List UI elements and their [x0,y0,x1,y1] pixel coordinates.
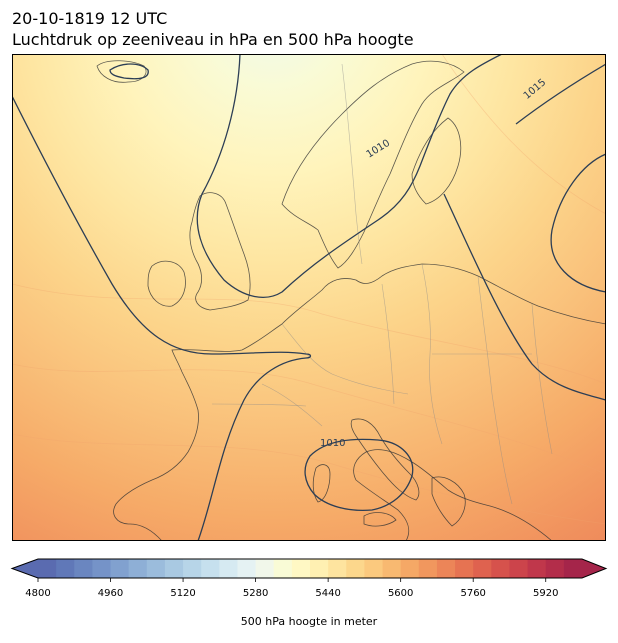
colorbar-cell [491,559,510,578]
colorbar-tick-label: 4960 [98,588,123,599]
colorbar-tick-label: 4800 [25,588,50,599]
country-borders [211,63,553,505]
isobar-low-iceland [109,63,149,80]
colorbar-extend-low [12,559,38,578]
colorbar-cell [291,559,311,578]
isobars [12,54,606,541]
isobar-1015 [515,63,606,125]
colorbar-cell [56,559,75,578]
colorbar-tick-label: 5600 [388,588,413,599]
colorbar-cells [38,559,583,578]
map-frame [12,54,606,541]
colorbar-extend-high [582,559,606,578]
colorbar: 4800 4960 5120 5280 5440 5600 5760 5920 500 hPa… [0,550,618,639]
colorbar-cell [92,559,112,578]
colorbar-svg: 4800 4960 5120 5280 5440 5600 5760 5920 500 hPa… [10,558,608,628]
isobar-east-loop [550,153,606,293]
colorbar-tick-label: 5760 [460,588,485,599]
isobar-1010-north [196,54,503,298]
colorbar-cell [201,559,220,578]
colorbar-ticks: 4800 4960 5120 5280 5440 5600 5760 5920 [25,578,558,599]
colorbar-cell [328,559,347,578]
coastlines [96,60,606,541]
colorbar-cell [418,559,438,578]
geopotential-field [12,54,606,541]
colorbar-cell [38,559,57,578]
colorbar-cell [545,559,565,578]
isobar-label: 1010 [320,438,345,449]
map-svg: 1010 1015 1010 [12,54,606,541]
colorbar-tick-label: 5920 [533,588,558,599]
colorbar-cell [400,559,420,578]
colorbar-cell [473,559,492,578]
colorbar-cell [183,559,202,578]
colorbar-cell [110,559,130,578]
colorbar-label: 500 hPa hoogte in meter [241,615,378,628]
colorbar-cell [509,559,529,578]
colorbar-cell [237,559,257,578]
colorbar-tick-label: 5280 [243,588,268,599]
colorbar-cell [219,559,238,578]
isobar-1010-med [304,438,414,512]
weather-map: 1010 1015 1010 [12,54,606,541]
colorbar-cell [455,559,474,578]
colorbar-cell [255,559,275,578]
map-title: Luchtdruk op zeeniveau in hPa en 500 hPa… [12,30,414,49]
colorbar-cell [164,559,184,578]
colorbar-cell [146,559,166,578]
colorbar-cell [364,559,384,578]
isobar-west [12,95,312,541]
colorbar-tick-label: 5120 [170,588,195,599]
colorbar-cell [273,559,293,578]
map-datetime: 20-10-1819 12 UTC [12,9,168,28]
colorbar-cell [527,559,547,578]
colorbar-tick-label: 5440 [315,588,340,599]
colorbar-cell [128,559,148,578]
colorbar-cell [436,559,456,578]
colorbar-cell [346,559,365,578]
colorbar-cell [310,559,329,578]
colorbar-cell [563,559,583,578]
isobar-east [443,193,606,401]
colorbar-cell [74,559,93,578]
colorbar-cell [382,559,402,578]
